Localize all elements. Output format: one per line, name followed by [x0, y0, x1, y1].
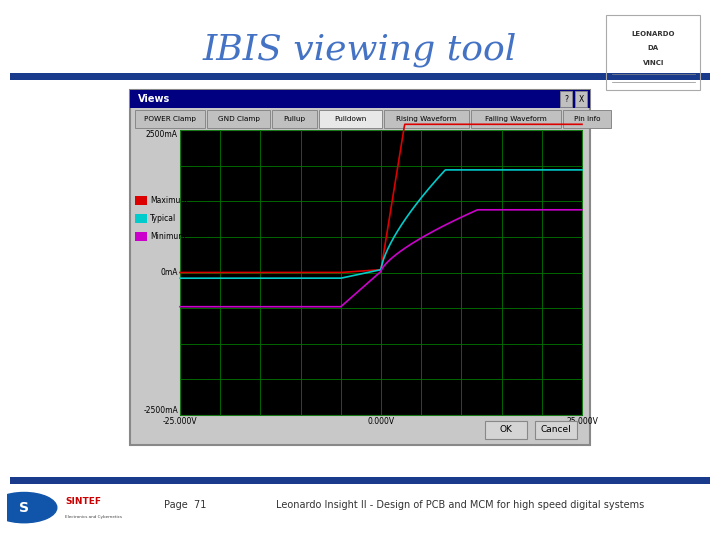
Text: X: X — [578, 94, 584, 104]
Bar — [560, 91, 572, 107]
Text: POWER Clamp: POWER Clamp — [144, 116, 196, 122]
Text: ?: ? — [564, 94, 568, 104]
Bar — [471, 110, 561, 128]
Bar — [130, 90, 590, 108]
Text: Rising Waveform: Rising Waveform — [396, 116, 456, 122]
Bar — [130, 90, 590, 445]
Text: SINTEF: SINTEF — [66, 497, 102, 505]
Bar — [207, 110, 270, 128]
Bar — [384, 110, 469, 128]
Text: Electronics and Cybernetics: Electronics and Cybernetics — [66, 515, 122, 519]
Text: Views: Views — [138, 94, 170, 104]
Bar — [575, 91, 587, 107]
Text: Pulldown: Pulldown — [334, 116, 366, 122]
Text: 0.000V: 0.000V — [367, 417, 395, 426]
Bar — [272, 110, 317, 128]
Bar — [10, 477, 710, 484]
Bar — [180, 130, 582, 415]
Text: 0mA: 0mA — [161, 268, 178, 277]
Bar — [135, 214, 147, 223]
Circle shape — [0, 492, 57, 523]
Text: IBIS viewing tool: IBIS viewing tool — [203, 33, 517, 68]
Bar — [135, 196, 147, 205]
Text: OK: OK — [500, 426, 513, 435]
Bar — [135, 110, 205, 128]
Bar — [10, 73, 710, 80]
Text: Minimum: Minimum — [150, 232, 186, 241]
Bar — [319, 110, 382, 128]
Text: -25.000V: -25.000V — [163, 417, 197, 426]
Text: Pin Info: Pin Info — [574, 116, 600, 122]
Text: DA: DA — [648, 45, 659, 51]
Text: Falling Waveform: Falling Waveform — [485, 116, 547, 122]
Text: Typical: Typical — [150, 214, 176, 223]
Text: LEONARDO: LEONARDO — [631, 31, 675, 37]
Text: Leonardo Insight II - Design of PCB and MCM for high speed digital systems: Leonardo Insight II - Design of PCB and … — [276, 500, 644, 510]
Bar — [563, 110, 611, 128]
Text: Page  71: Page 71 — [164, 500, 206, 510]
Text: Maximum: Maximum — [150, 196, 188, 205]
Bar — [535, 421, 577, 439]
Text: Cancel: Cancel — [541, 426, 572, 435]
Text: 2500mA: 2500mA — [146, 130, 178, 139]
Text: Pullup: Pullup — [284, 116, 305, 122]
Text: S: S — [19, 501, 29, 515]
Bar — [135, 232, 147, 241]
Text: -2500mA: -2500mA — [143, 406, 178, 415]
Text: 25.000V: 25.000V — [566, 417, 598, 426]
Text: GND Clamp: GND Clamp — [217, 116, 259, 122]
Bar — [485, 421, 527, 439]
Text: VINCI: VINCI — [643, 60, 664, 66]
